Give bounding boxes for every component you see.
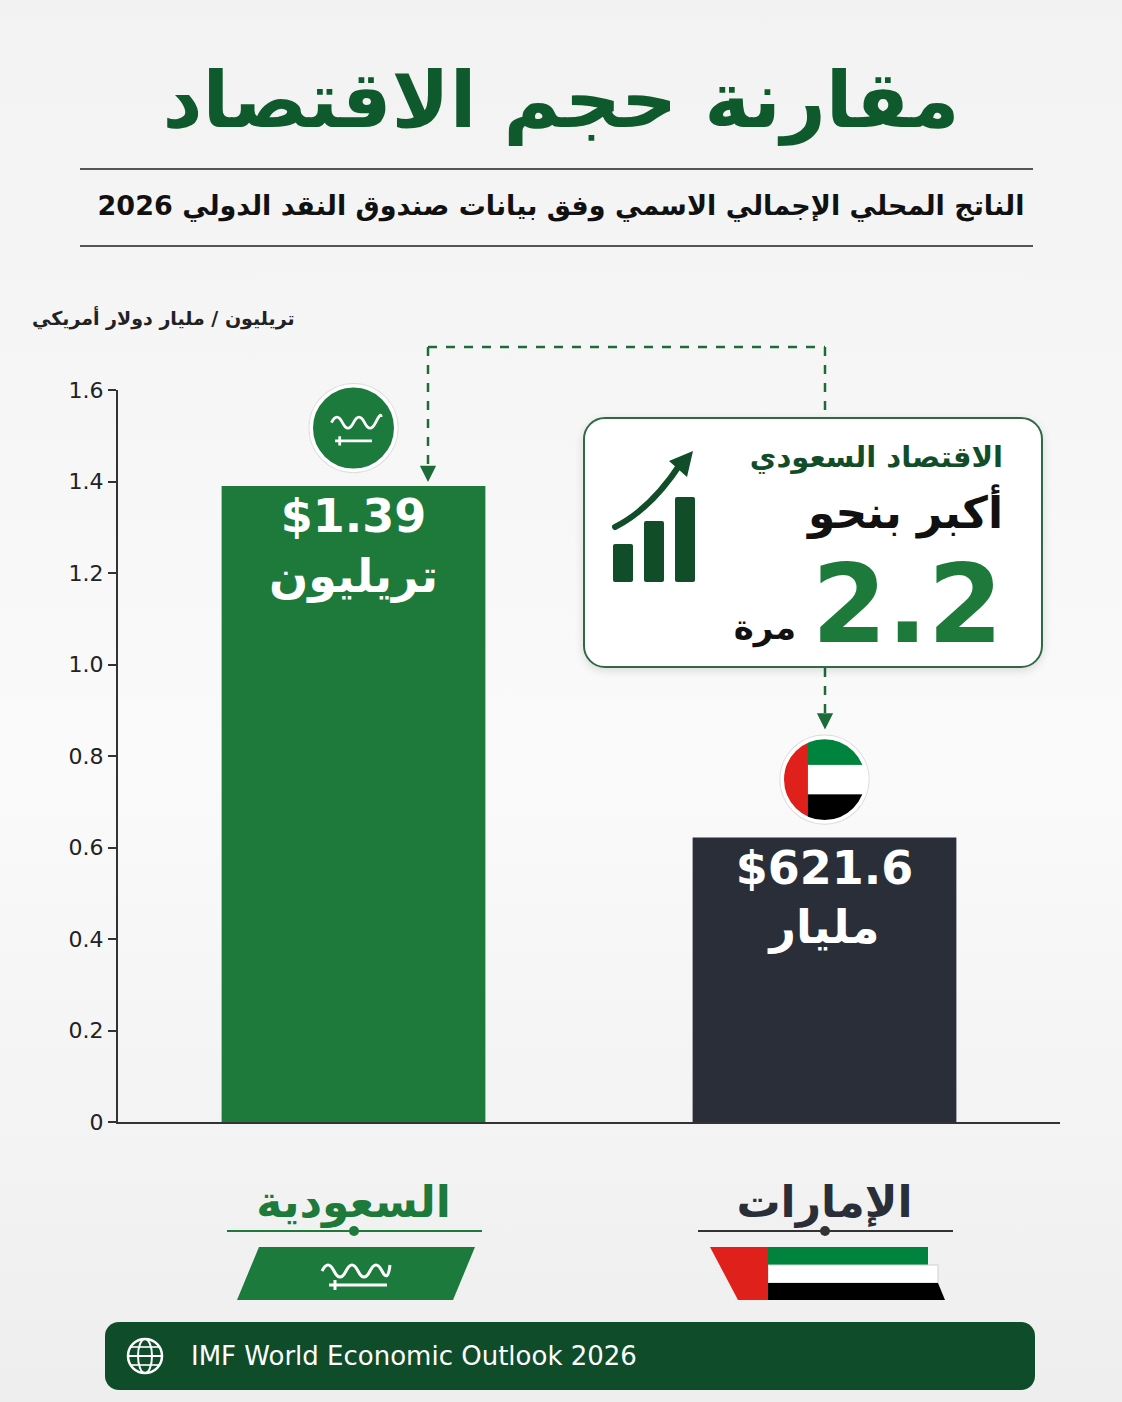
svg-text:1.2: 1.2 bbox=[69, 561, 104, 586]
svg-text:0.2: 0.2 bbox=[69, 1018, 104, 1043]
svg-text:0.4: 0.4 bbox=[69, 927, 104, 952]
svg-text:1.4: 1.4 bbox=[69, 469, 104, 494]
html-text:الناتج المحلي الإجمالي الاسمي: الناتج المحلي الإجمالي الاسمي وفق بيانات… bbox=[97, 190, 1025, 221]
html-text:2.2: 2.2 bbox=[811, 542, 1003, 667]
svg-text:1.0: 1.0 bbox=[69, 652, 104, 677]
svg-text:0.6: 0.6 bbox=[69, 835, 104, 860]
svg-text:الإمارات: الإمارات bbox=[736, 1176, 912, 1228]
html-text:مقارنة حجم الاقتصاد: مقارنة حجم الاقتصاد bbox=[162, 55, 960, 145]
svg-text:0: 0 bbox=[90, 1110, 104, 1135]
svg-text:$1.39تريليون: $1.39تريليون bbox=[269, 489, 438, 603]
svg-text:0.8: 0.8 bbox=[69, 744, 104, 769]
html-text:مرة: مرة bbox=[733, 607, 796, 647]
html-text:IMF World Economic Outlook 202: IMF World Economic Outlook 2026 bbox=[191, 1341, 637, 1371]
html-text:الاقتصاد السعودي: الاقتصاد السعودي bbox=[749, 440, 1003, 474]
html-text:أكبر بنحو: أكبر بنحو bbox=[807, 487, 1003, 538]
svg-text:السعودية: السعودية bbox=[256, 1176, 451, 1228]
svg-text:$621.6مليار: $621.6مليار bbox=[736, 841, 914, 955]
svg-text:1.6: 1.6 bbox=[69, 378, 104, 403]
svg-text:تريليون / مليار دولار أمريكي: تريليون / مليار دولار أمريكي bbox=[32, 306, 295, 330]
